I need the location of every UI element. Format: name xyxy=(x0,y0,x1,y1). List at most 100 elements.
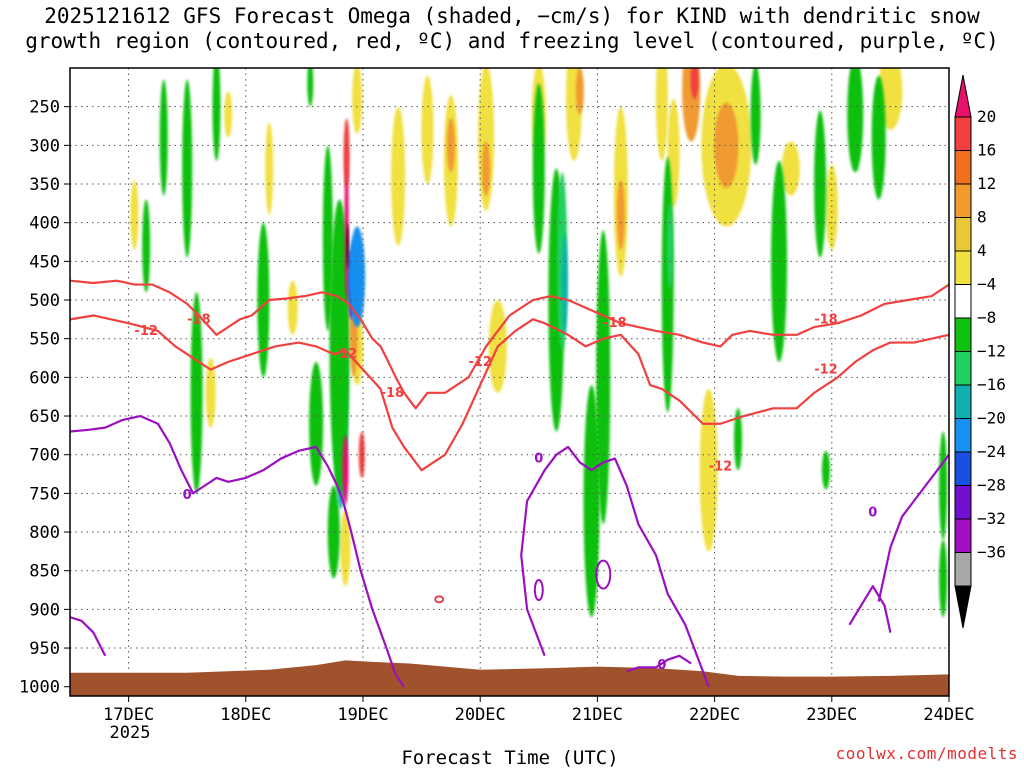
omega-blob-48 xyxy=(847,68,864,173)
omega-blob-47 xyxy=(814,110,827,258)
omega-blob-44 xyxy=(667,203,674,289)
omega-blob-29 xyxy=(159,79,168,196)
y-tick-label-14: 950 xyxy=(29,639,60,659)
omega-blob-30 xyxy=(182,79,193,258)
contour-line-4 xyxy=(626,654,692,673)
colorbar-cell-1 xyxy=(954,116,972,151)
y-tick-label-2: 350 xyxy=(29,175,60,195)
omega-blob-1 xyxy=(265,122,274,215)
contour-label-4: -12 xyxy=(468,355,492,370)
omega-blob-4 xyxy=(421,75,434,185)
contour-label-6: -12 xyxy=(709,459,733,474)
y-tick-label-7: 600 xyxy=(29,368,60,388)
colorbar-cell-8 xyxy=(954,351,972,386)
colorbar-label-1: 16 xyxy=(977,141,996,160)
chart-title: 2025121612 GFS Forecast Omega (shaded, −… xyxy=(0,4,1024,54)
colorbar-label-6: −8 xyxy=(977,308,996,327)
y-tick-label-13: 900 xyxy=(29,600,60,620)
omega-blob-65 xyxy=(349,226,366,328)
omega-blob-52 xyxy=(821,450,830,490)
contour-label-3: -18 xyxy=(381,386,405,401)
colorbar-label-13: −36 xyxy=(977,543,1006,562)
omega-blob-42 xyxy=(583,385,600,618)
y-tick-label-4: 450 xyxy=(29,252,60,272)
y-axis-ticks: 250 300 350 400 450 500 550 600 650 700 750 800 850 9… xyxy=(19,98,70,698)
colorbar-label-5: −4 xyxy=(977,275,996,294)
colorbar-label-4: 4 xyxy=(977,241,987,260)
omega-blob-0 xyxy=(224,91,233,138)
colorbar-cell-10 xyxy=(954,418,972,453)
colorbar-cell-14 xyxy=(954,552,972,587)
omega-blob-25 xyxy=(205,358,216,428)
contour-label-7: -18 xyxy=(814,312,838,327)
y-tick-label-0: 250 xyxy=(29,98,60,118)
contour-loop-2 xyxy=(434,595,445,604)
omega-blob-32 xyxy=(190,292,203,494)
omega-blob-18 xyxy=(690,68,699,99)
contour-label-0: -18 xyxy=(187,312,211,327)
omega-blob-68 xyxy=(346,222,349,270)
omega-blob-40 xyxy=(561,234,568,335)
omega-blob-43 xyxy=(661,156,674,413)
contour-label-8: -12 xyxy=(814,363,838,378)
omega-blob-46 xyxy=(771,160,788,362)
colorbar-bottom-arrow xyxy=(954,585,972,629)
omega-blob-62 xyxy=(343,118,350,188)
colorbar-label-9: −20 xyxy=(977,409,1006,428)
colorbar-cell-2 xyxy=(954,150,972,185)
x-tick-label-1: 18DEC xyxy=(220,705,271,725)
plot-area xyxy=(70,68,949,696)
y-tick-label-6: 550 xyxy=(29,330,60,350)
y-tick-label-12: 850 xyxy=(29,562,60,582)
x-tick-label-7: 24DEC xyxy=(923,705,974,725)
chart-title-line-1: 2025121612 GFS Forecast Omega (shaded, −… xyxy=(44,4,980,28)
x-year-label: 2025 xyxy=(110,723,151,743)
omega-blob-45 xyxy=(750,68,761,165)
omega-blob-49 xyxy=(871,75,886,200)
colorbar-label-12: −32 xyxy=(977,509,1006,528)
x-tick-label-0: 17DEC xyxy=(103,705,154,725)
y-tick-label-15: 1000 xyxy=(19,678,60,698)
omega-blob-66 xyxy=(342,435,349,505)
contour-line-6 xyxy=(70,616,107,657)
omega-blob-15 xyxy=(655,68,668,161)
omega-blob-22 xyxy=(781,141,800,196)
x-tick-label-2: 19DEC xyxy=(337,705,388,725)
colorbar-cell-11 xyxy=(954,451,972,486)
colorbar-label-8: −16 xyxy=(977,375,1006,394)
contour-line-0 xyxy=(70,314,949,472)
surface-fill xyxy=(70,660,949,696)
plot-frame xyxy=(69,67,950,697)
colorbar-label-2: 12 xyxy=(977,174,996,193)
colorbar-label-10: −24 xyxy=(977,442,1006,461)
y-tick-label-1: 300 xyxy=(29,136,60,156)
contour-label-10: 0 xyxy=(534,452,543,467)
contour-line-7 xyxy=(848,585,892,633)
contour-label-2: -12 xyxy=(334,347,358,362)
colorbar-cell-6 xyxy=(954,284,972,319)
colorbar-top-arrow xyxy=(954,74,972,118)
x-tick-label-5: 22DEC xyxy=(689,705,740,725)
omega-blob-50 xyxy=(939,431,948,540)
omega-blob-54 xyxy=(307,68,314,107)
omega-blob-14 xyxy=(616,180,625,250)
contour-line-3 xyxy=(520,445,710,688)
colorbar-cell-5 xyxy=(954,250,972,285)
omega-blob-51 xyxy=(939,539,948,618)
colorbar-cell-7 xyxy=(954,317,972,352)
contour-line-5 xyxy=(877,454,949,602)
omega-blob-23 xyxy=(825,164,838,250)
y-tick-label-10: 750 xyxy=(29,484,60,504)
credit-link[interactable]: coolwx.com/modelts xyxy=(835,744,1018,763)
omega-blob-55 xyxy=(340,508,351,587)
omega-blob-20 xyxy=(714,102,739,188)
omega-shading xyxy=(130,68,948,618)
contour-label-11: 0 xyxy=(657,658,666,673)
omega-blob-21 xyxy=(699,388,718,552)
x-tick-label-4: 21DEC xyxy=(572,705,623,725)
x-tick-label-6: 23DEC xyxy=(806,705,857,725)
colorbar-cell-13 xyxy=(954,518,972,553)
contour-loop-1 xyxy=(595,559,612,590)
y-tick-label-9: 700 xyxy=(29,446,60,466)
